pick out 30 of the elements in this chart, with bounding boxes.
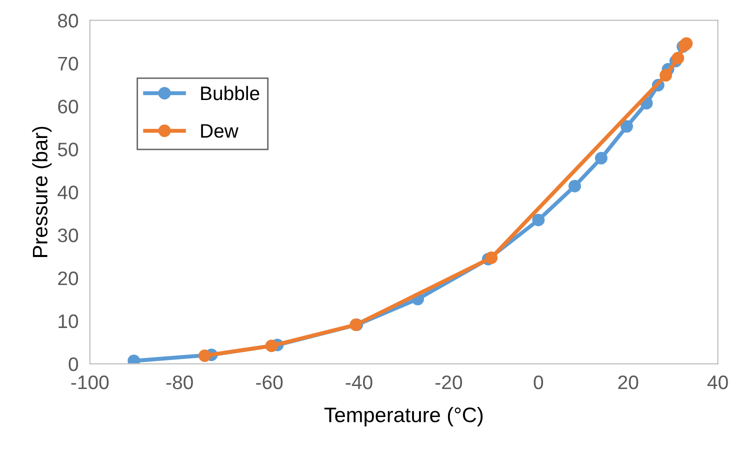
y-tick-label: 30 [58,228,78,242]
x-tick-label: 0 [534,375,544,390]
x-tick-label: -100 [71,375,109,390]
y-tick-label: 80 [58,14,78,28]
x-tick-label: -60 [256,375,283,390]
y-tick-label: 50 [58,142,78,156]
y-tick-label: 60 [58,100,78,114]
point [568,180,582,192]
x-tick-label: -40 [346,375,372,390]
x-tick-label: 40 [707,375,728,390]
point [672,52,684,64]
x-tick-label: -80 [166,375,193,390]
x-tick-label: -20 [436,375,462,390]
point [198,349,211,362]
y-tick-label: 10 [58,314,78,328]
point [660,69,672,82]
point [620,120,634,133]
point [265,340,278,352]
legend-label: Dew [201,124,238,138]
y-tick-label: 0 [68,357,78,372]
y-axis-title: Pressure (bar) [32,126,52,257]
y-tick-label: 70 [58,56,78,71]
x-axis-title: Temperature (°C) [324,406,483,426]
point [594,152,608,164]
y-tick-label: 40 [58,186,78,200]
y-tick-label: 20 [58,271,78,286]
legend-label: Bubble [201,86,260,100]
point [532,214,545,226]
x-tick-label: 20 [618,375,638,390]
point [485,252,498,264]
